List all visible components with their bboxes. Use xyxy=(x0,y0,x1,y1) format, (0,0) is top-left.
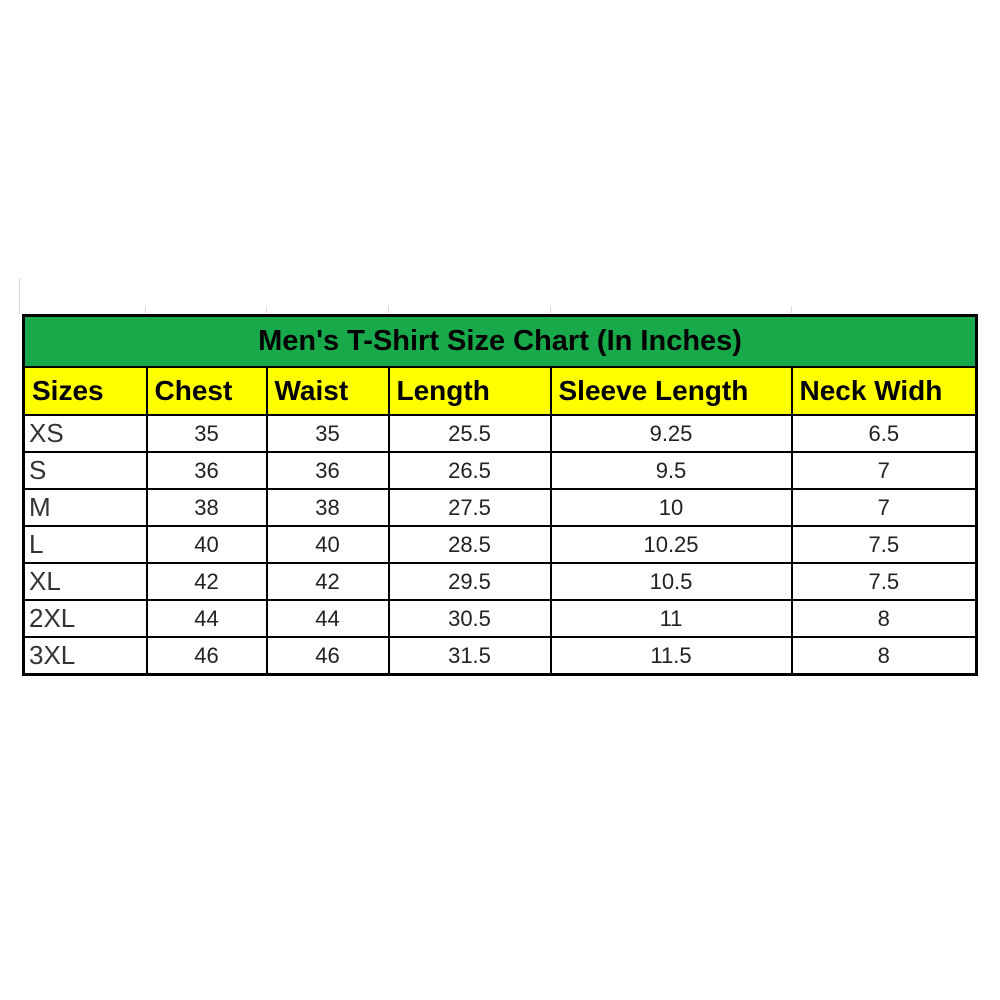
value-cell: 30.5 xyxy=(387,599,552,638)
column-header-sizes: Sizes xyxy=(22,366,148,416)
value-cell: 25.5 xyxy=(387,414,552,453)
value-cell: 44 xyxy=(265,599,390,638)
value-cell: 8 xyxy=(790,636,978,676)
size-cell: XL xyxy=(22,562,148,601)
title-row: Men's T-Shirt Size Chart (In Inches) xyxy=(22,314,978,368)
value-cell: 36 xyxy=(145,451,268,490)
value-cell: 7 xyxy=(790,488,978,527)
column-header-sleeve-length: Sleeve Length xyxy=(549,366,793,416)
table-row-m: M 38 38 27.5 10 7 xyxy=(22,488,978,527)
value-cell: 7 xyxy=(790,451,978,490)
gridline-stub xyxy=(550,306,551,313)
table-row-xs: XS 35 35 25.5 9.25 6.5 xyxy=(22,414,978,453)
value-cell: 10 xyxy=(549,488,793,527)
value-cell: 31.5 xyxy=(387,636,552,676)
size-cell: 3XL xyxy=(22,636,148,676)
value-cell: 10.25 xyxy=(549,525,793,564)
column-header-neck-width: Neck Widh xyxy=(790,366,978,416)
gridline-stub xyxy=(145,306,146,313)
value-cell: 6.5 xyxy=(790,414,978,453)
value-cell: 35 xyxy=(265,414,390,453)
value-cell: 40 xyxy=(265,525,390,564)
value-cell: 9.25 xyxy=(549,414,793,453)
value-cell: 46 xyxy=(145,636,268,676)
table-row-s: S 36 36 26.5 9.5 7 xyxy=(22,451,978,490)
size-cell: XS xyxy=(22,414,148,453)
value-cell: 11.5 xyxy=(549,636,793,676)
size-chart: Men's T-Shirt Size Chart (In Inches) Siz… xyxy=(22,314,979,676)
value-cell: 7.5 xyxy=(790,525,978,564)
table-row-xl: XL 42 42 29.5 10.5 7.5 xyxy=(22,562,978,601)
table-row-l: L 40 40 28.5 10.25 7.5 xyxy=(22,525,978,564)
gridline-stub xyxy=(19,278,20,314)
value-cell: 7.5 xyxy=(790,562,978,601)
header-row: Sizes Chest Waist Length Sleeve Length N… xyxy=(22,366,978,416)
value-cell: 8 xyxy=(790,599,978,638)
value-cell: 40 xyxy=(145,525,268,564)
value-cell: 36 xyxy=(265,451,390,490)
chart-title: Men's T-Shirt Size Chart (In Inches) xyxy=(22,314,978,368)
value-cell: 42 xyxy=(145,562,268,601)
size-chart-table: Men's T-Shirt Size Chart (In Inches) Siz… xyxy=(22,314,979,676)
value-cell: 10.5 xyxy=(549,562,793,601)
column-header-waist: Waist xyxy=(265,366,390,416)
size-cell: 2XL xyxy=(22,599,148,638)
size-cell: M xyxy=(22,488,148,527)
value-cell: 29.5 xyxy=(387,562,552,601)
value-cell: 42 xyxy=(265,562,390,601)
value-cell: 11 xyxy=(549,599,793,638)
column-header-chest: Chest xyxy=(145,366,268,416)
value-cell: 38 xyxy=(145,488,268,527)
size-cell: L xyxy=(22,525,148,564)
value-cell: 28.5 xyxy=(387,525,552,564)
value-cell: 35 xyxy=(145,414,268,453)
value-cell: 9.5 xyxy=(549,451,793,490)
table-row-3xl: 3XL 46 46 31.5 11.5 8 xyxy=(22,636,978,676)
value-cell: 26.5 xyxy=(387,451,552,490)
column-header-length: Length xyxy=(387,366,552,416)
value-cell: 38 xyxy=(265,488,390,527)
table-row-2xl: 2XL 44 44 30.5 11 8 xyxy=(22,599,978,638)
size-cell: S xyxy=(22,451,148,490)
value-cell: 44 xyxy=(145,599,268,638)
value-cell: 27.5 xyxy=(387,488,552,527)
gridline-stub xyxy=(266,306,267,313)
gridline-stub xyxy=(791,306,792,313)
value-cell: 46 xyxy=(265,636,390,676)
gridline-stub xyxy=(388,306,389,313)
